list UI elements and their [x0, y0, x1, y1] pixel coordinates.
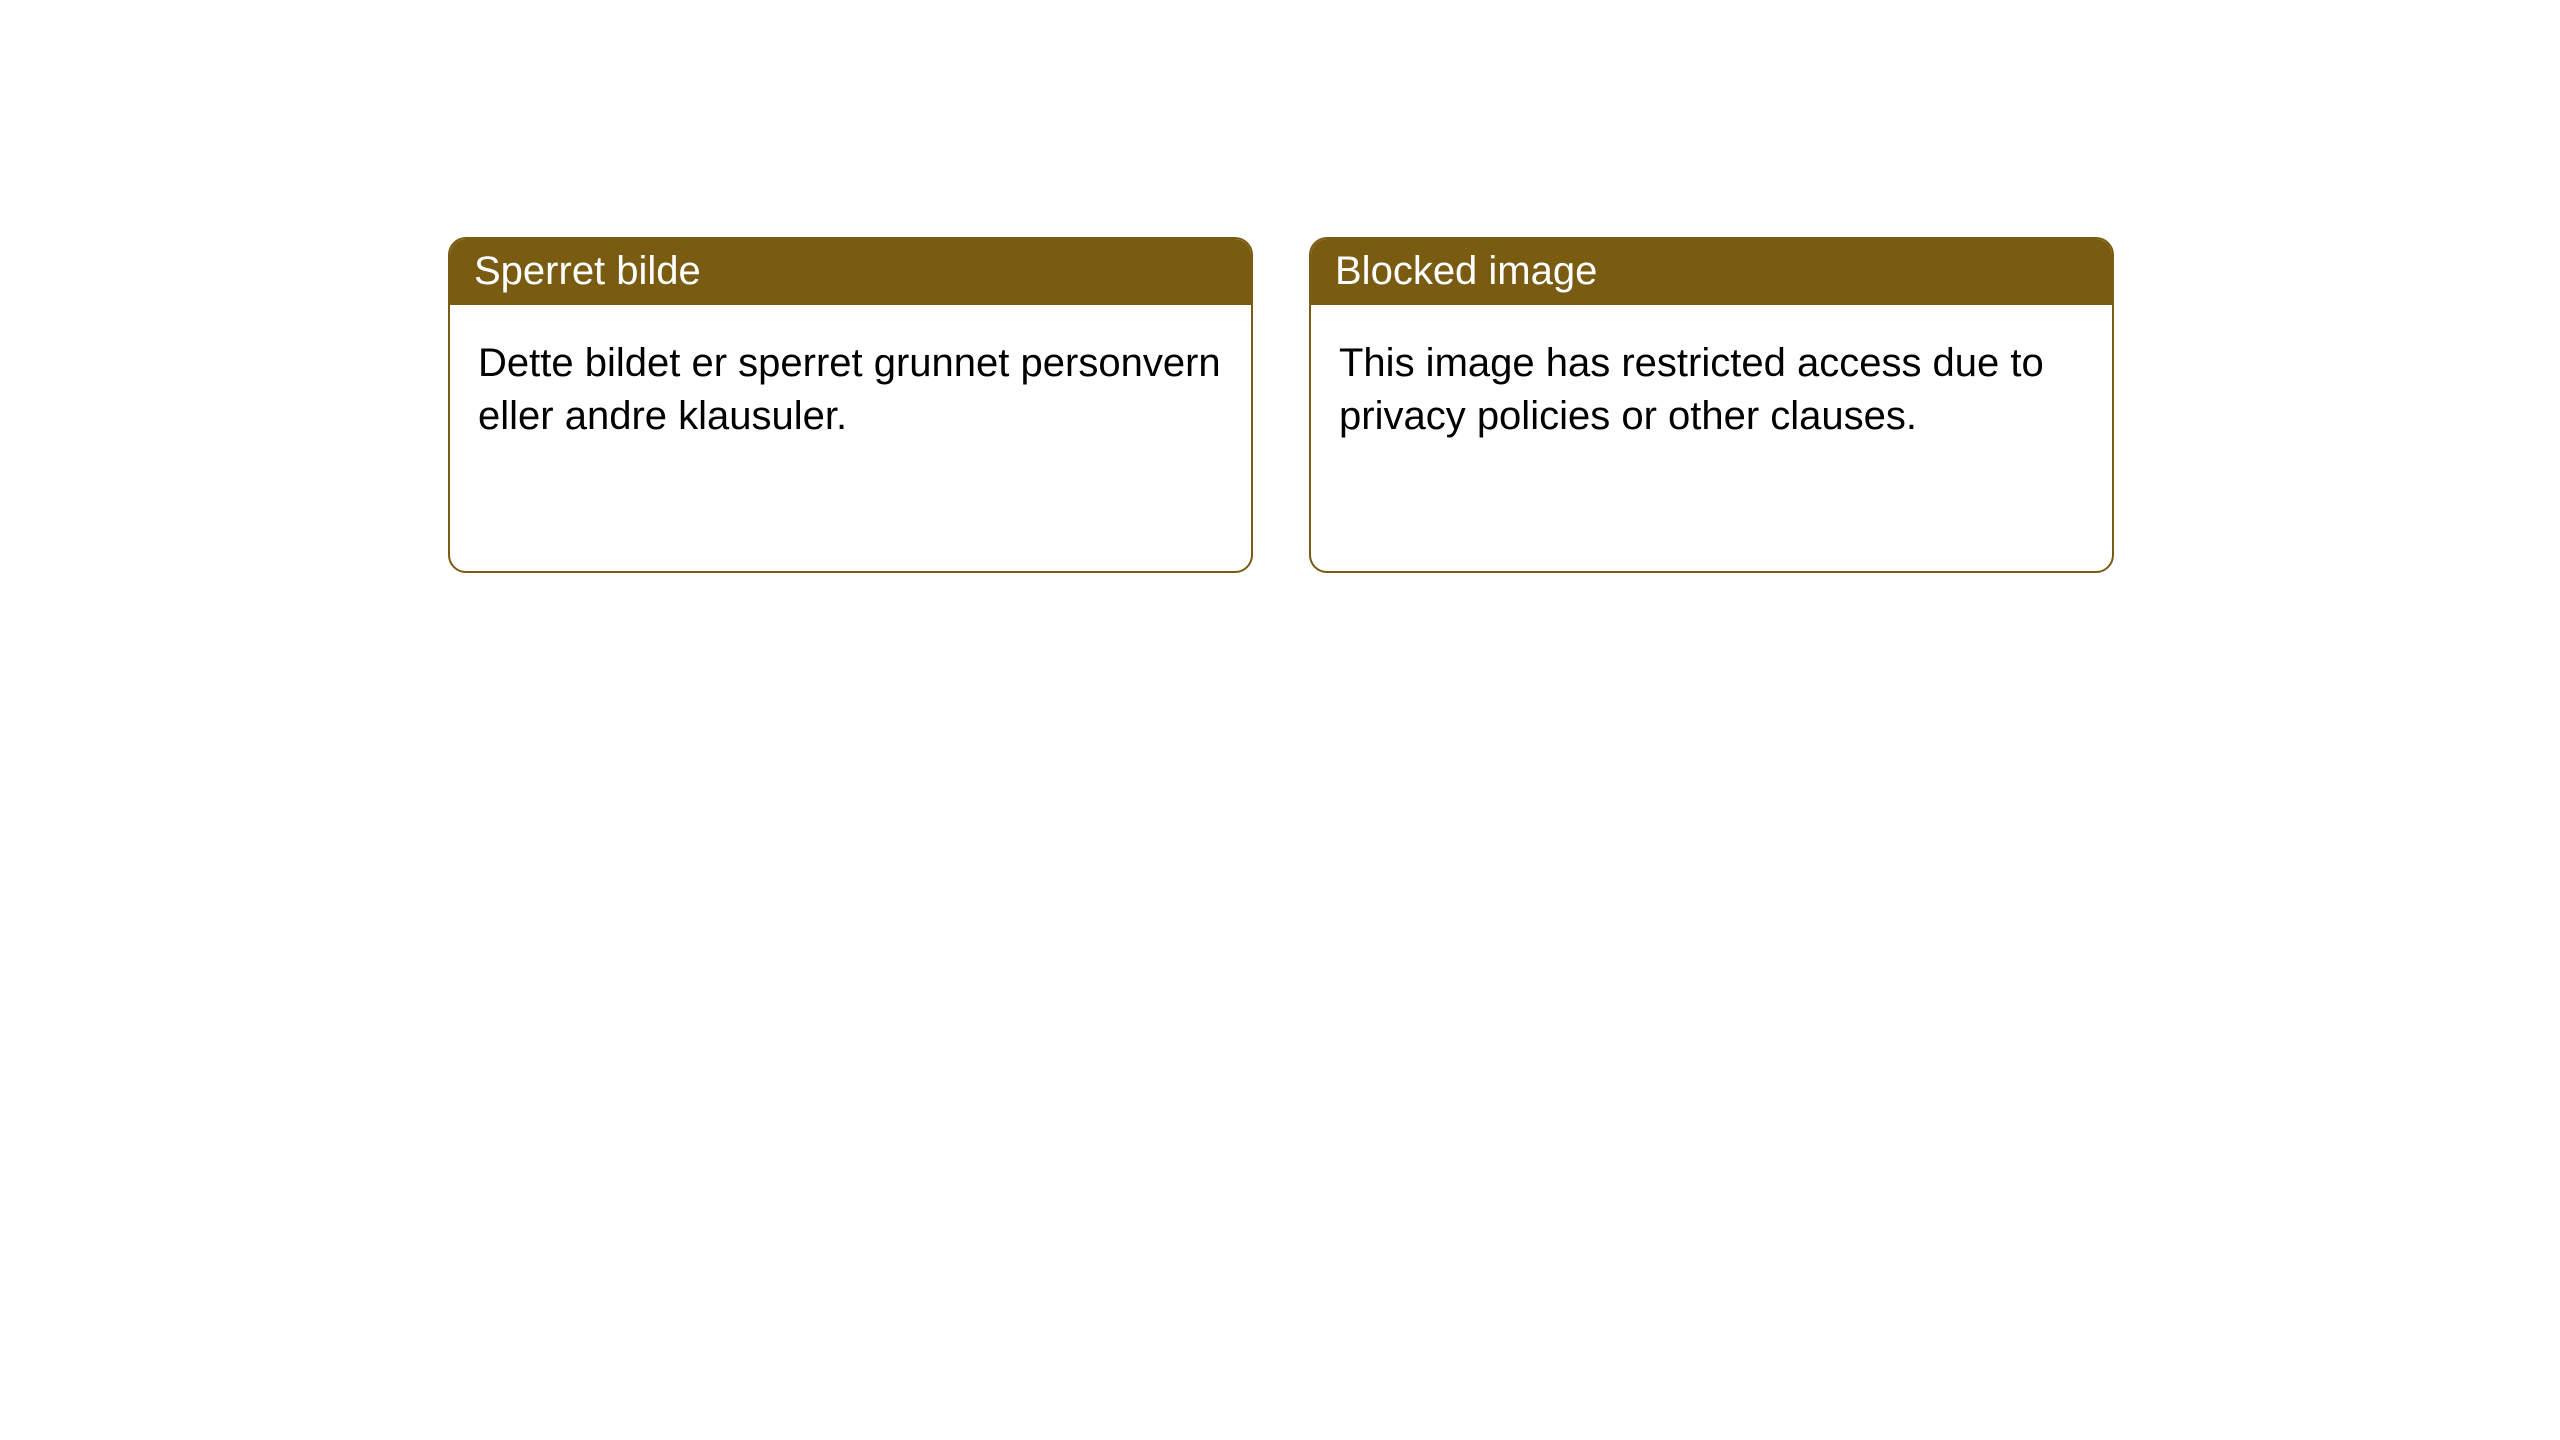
- notice-body: This image has restricted access due to …: [1311, 305, 2112, 475]
- notice-body: Dette bildet er sperret grunnet personve…: [450, 305, 1251, 475]
- notice-title: Blocked image: [1311, 239, 2112, 305]
- notice-card-english: Blocked image This image has restricted …: [1309, 237, 2114, 573]
- notice-container: Sperret bilde Dette bildet er sperret gr…: [0, 0, 2560, 573]
- notice-title: Sperret bilde: [450, 239, 1251, 305]
- notice-card-norwegian: Sperret bilde Dette bildet er sperret gr…: [448, 237, 1253, 573]
